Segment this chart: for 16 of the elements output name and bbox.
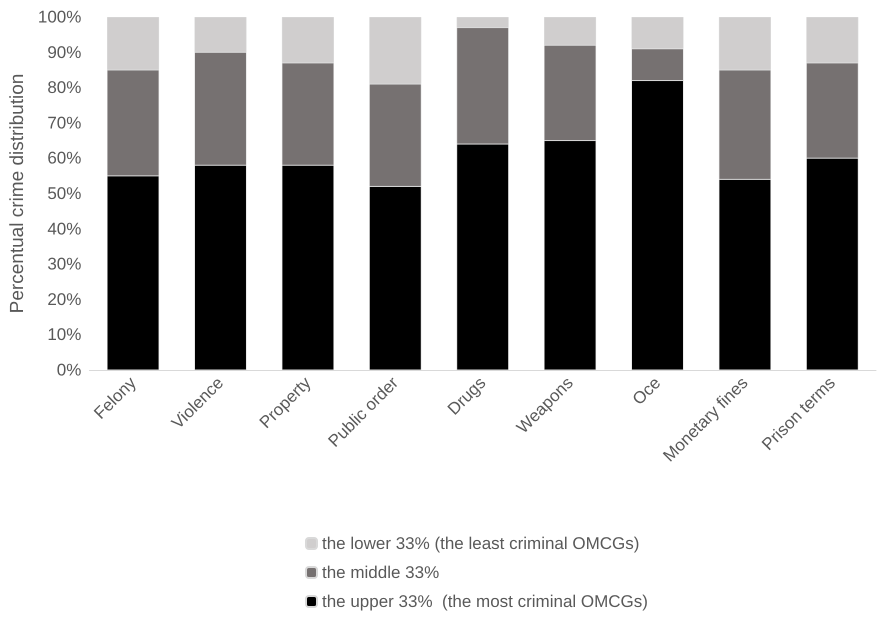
y-tick-label: 50% xyxy=(47,184,82,203)
y-tick-label: 60% xyxy=(47,148,82,168)
y-tick-label: 100% xyxy=(38,8,82,26)
legend-label: the lower 33% (the least criminal OMCGs) xyxy=(322,534,640,553)
y-tick-label: 0% xyxy=(56,360,82,380)
y-tick-label: 80% xyxy=(47,78,82,98)
y-tick-label: 40% xyxy=(47,219,82,238)
y-axis-title: Percentual crime distribution xyxy=(7,74,28,314)
y-tick-label: 10% xyxy=(47,325,82,344)
legend-label: the middle 33% xyxy=(322,563,440,582)
y-tick-label: 90% xyxy=(47,42,82,62)
legend-label: the upper 33% (the most criminal OMCGs) xyxy=(322,592,648,611)
x-tick-label: Oce xyxy=(628,373,664,409)
y-tick-label: 70% xyxy=(47,113,82,132)
y-tick-label: 20% xyxy=(47,290,82,309)
y-tick-label: 30% xyxy=(47,254,82,274)
